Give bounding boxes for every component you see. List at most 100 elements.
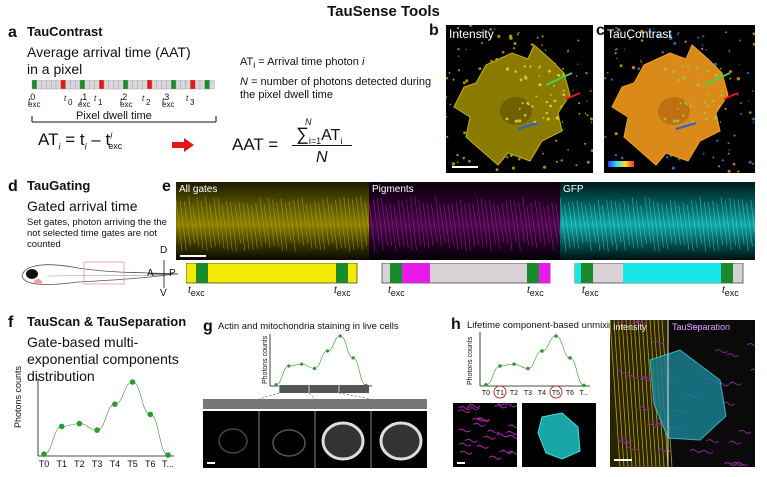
tick-label-T3: T3 bbox=[524, 390, 532, 397]
formula-at: ATi = ti – tiexc bbox=[38, 130, 122, 151]
t-exc-gfp-1: texc bbox=[582, 285, 599, 298]
data-point-T5 bbox=[129, 379, 136, 385]
axis-compass bbox=[150, 260, 178, 288]
data-point-T2 bbox=[76, 420, 83, 427]
t-label-1: 1 bbox=[98, 98, 103, 107]
tick-label-T4: T4 bbox=[538, 390, 546, 397]
data-point-T4 bbox=[112, 401, 118, 407]
selected-gate-marker bbox=[549, 385, 563, 399]
panel-e-label: e bbox=[162, 178, 171, 195]
panel-f-desc2: exponential components bbox=[27, 351, 179, 367]
panel-d-small1: Set gates, photon arriving the the bbox=[27, 217, 167, 228]
chart-g-ylabel: Photons counts bbox=[262, 335, 269, 384]
panel-d-small3: counted bbox=[27, 239, 61, 250]
t-label-2: 2 bbox=[146, 98, 151, 107]
panel-d-small2: not selected time gates are not bbox=[27, 228, 157, 239]
exc: exc bbox=[390, 288, 405, 298]
formula-minus: – t bbox=[86, 130, 111, 149]
tick-label-T5: T5 bbox=[552, 390, 560, 397]
image-intensity: Intensity bbox=[446, 25, 593, 173]
panel-g-caption: Actin and mitochondria staining in live … bbox=[218, 321, 399, 332]
t: t bbox=[334, 285, 337, 296]
gate-marker bbox=[196, 263, 208, 283]
sum-at-sub: i bbox=[340, 136, 343, 147]
definition-at: ATi = Arrival time photon i bbox=[240, 56, 364, 70]
exc: exc bbox=[336, 288, 351, 298]
selected-gate-marker bbox=[493, 385, 507, 399]
definition-n-cont: the pixel dwell time bbox=[240, 89, 333, 101]
data-point-T0 bbox=[41, 451, 47, 457]
data-point-T0 bbox=[484, 382, 488, 387]
gate-marker bbox=[527, 263, 539, 283]
t-exc-pig-2: texc bbox=[527, 285, 544, 298]
gate-selected bbox=[402, 263, 430, 283]
def-at-rest: = Arrival time photon bbox=[255, 56, 362, 68]
exc: exc bbox=[190, 288, 205, 298]
tick-label-T...: T... bbox=[579, 390, 588, 397]
tick-label-T6: T6 bbox=[566, 390, 574, 397]
exc: exc bbox=[724, 288, 739, 298]
sum-at: AT bbox=[321, 127, 341, 144]
panel-d-desc: Gated arrival time bbox=[27, 198, 138, 214]
formula-at-index: i bbox=[58, 141, 61, 152]
tick-label-T3: T3 bbox=[92, 459, 103, 469]
panel-a-heading: TauContrast bbox=[27, 24, 103, 39]
t: t bbox=[188, 285, 191, 296]
t-exc-all-2: texc bbox=[334, 285, 351, 298]
gfp-caption: GFP bbox=[563, 184, 584, 195]
image-pigments: Pigments bbox=[369, 182, 560, 260]
tick-label-T...: T... bbox=[162, 459, 174, 469]
t-label-3: 3 bbox=[190, 98, 195, 107]
red-arrow-icon bbox=[172, 138, 194, 152]
gate-selected bbox=[575, 263, 581, 283]
t-exc-all-1: texc bbox=[188, 285, 205, 298]
data-point-T3 bbox=[94, 427, 100, 433]
aat-label: AAT = bbox=[232, 135, 279, 154]
image-tauseparation: Intensity TauSeparation bbox=[610, 320, 755, 467]
panel-a-label: a bbox=[8, 24, 17, 41]
formula-sup: i bbox=[110, 130, 113, 141]
image-actin-unmixed bbox=[522, 403, 596, 467]
image-taucontrast: TauContrast bbox=[604, 25, 755, 173]
formula-exc: exc bbox=[108, 141, 123, 152]
panel-h-caption: Lifetime component-based unmixing bbox=[467, 320, 620, 331]
dwell-tick-labels: t0 exc t 0 t1 exc t 1 t2 exc t 2 t3 exc … bbox=[28, 92, 195, 109]
taucontrast-caption: TauContrast bbox=[607, 27, 672, 41]
gate-bar-all bbox=[186, 263, 358, 284]
panel-f-label: f bbox=[8, 314, 14, 331]
data-point-T6 bbox=[147, 411, 154, 418]
tick-label-T4: T4 bbox=[110, 459, 121, 469]
gate-marker bbox=[581, 263, 593, 283]
panel-d-label: d bbox=[8, 178, 18, 195]
data-point-T... bbox=[165, 452, 171, 458]
panel-a-desc1: Average arrival time (AAT) bbox=[27, 44, 191, 60]
intensity-caption: Intensity bbox=[449, 27, 494, 41]
data-point-T3 bbox=[312, 366, 317, 371]
dir-ventral: V bbox=[160, 288, 167, 299]
dwell-time-diagram bbox=[31, 80, 217, 123]
t-exc-label-0: exc bbox=[28, 100, 41, 109]
image-mito-unmixed bbox=[453, 403, 517, 467]
exc: exc bbox=[529, 288, 544, 298]
gate-selected bbox=[539, 263, 550, 283]
sum-upper: N bbox=[305, 117, 312, 127]
image-all-gates: All gates bbox=[176, 182, 369, 260]
formula-eq: = t bbox=[60, 130, 85, 149]
aat-numerator: ∑i=1ATi bbox=[296, 124, 343, 147]
dir-dorsal: D bbox=[160, 245, 168, 256]
gate-selected bbox=[623, 263, 721, 283]
dir-anterior: A bbox=[147, 268, 154, 279]
data-point-T6 bbox=[568, 356, 572, 360]
data-point-T... bbox=[582, 383, 586, 388]
tick-label-T1: T1 bbox=[56, 459, 67, 469]
def-n-rest: = number of photons detected during bbox=[247, 76, 432, 88]
dir-posterior: P bbox=[169, 268, 176, 279]
def-n: N bbox=[240, 76, 248, 88]
sep-intensity-caption: Intensity bbox=[613, 322, 647, 332]
tick-label-T1: T1 bbox=[496, 390, 504, 397]
def-at-sub: i bbox=[253, 60, 256, 71]
exc: exc bbox=[584, 288, 599, 298]
data-point-T6 bbox=[351, 356, 355, 360]
definition-n: N = number of photons detected during bbox=[240, 76, 431, 88]
aat-denominator: N bbox=[316, 149, 328, 166]
